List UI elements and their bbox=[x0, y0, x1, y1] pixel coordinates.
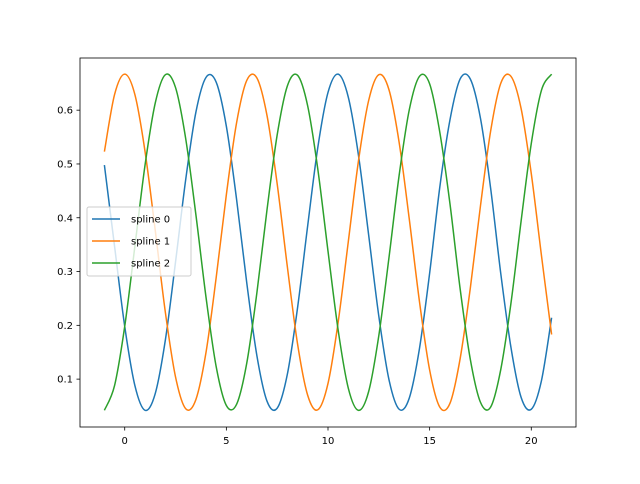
x-axis: 0 5 10 15 20 bbox=[122, 427, 538, 447]
x-tick-label: 20 bbox=[525, 436, 538, 447]
y-tick-label: 0.5 bbox=[57, 159, 73, 170]
legend-box bbox=[86, 206, 192, 277]
x-tick-label: 15 bbox=[423, 436, 436, 447]
y-axis: 0.1 0.2 0.3 0.4 0.5 0.6 bbox=[57, 106, 80, 386]
series-line-2 bbox=[103, 73, 553, 412]
x-tick-label: 5 bbox=[223, 436, 229, 447]
x-tick-label: 0 bbox=[122, 436, 128, 447]
y-tick-label: 0.6 bbox=[57, 106, 73, 117]
y-tick-label: 0.2 bbox=[57, 321, 73, 332]
y-tick-label: 0.3 bbox=[57, 267, 73, 278]
legend-label-0: spline 0 bbox=[131, 215, 170, 226]
legend-label-1: spline 1 bbox=[131, 237, 170, 248]
legend: spline 0 spline 1 spline 2 bbox=[86, 206, 192, 277]
y-tick-label: 0.1 bbox=[57, 375, 73, 386]
y-tick-label: 0.4 bbox=[57, 213, 73, 224]
x-tick-label: 10 bbox=[322, 436, 335, 447]
legend-label-2: spline 2 bbox=[131, 259, 170, 270]
series-line-1 bbox=[103, 73, 553, 412]
